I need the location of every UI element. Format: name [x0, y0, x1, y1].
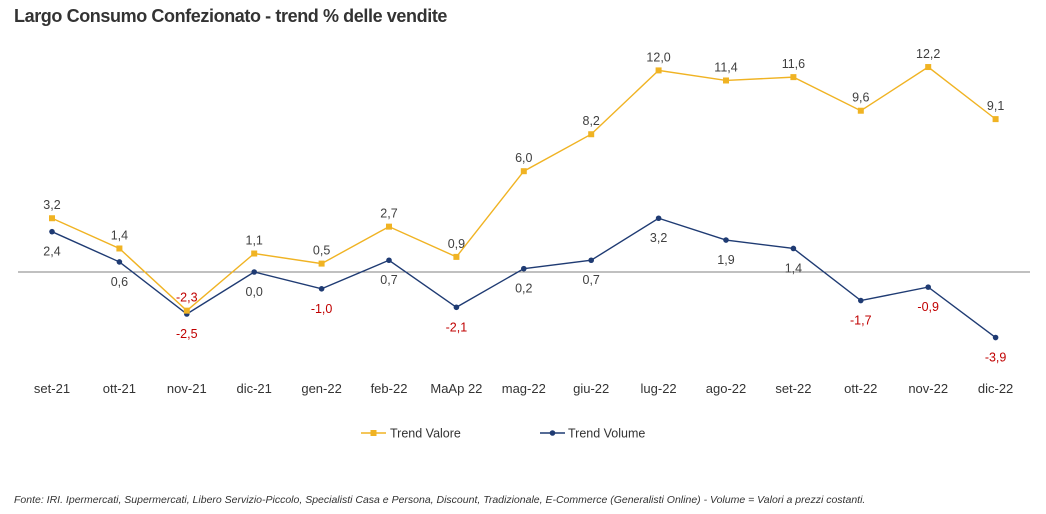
trend-volume-data-label: -3,9 [985, 351, 1007, 365]
trend-volume-data-label: 0,7 [380, 273, 397, 287]
trend-valore-data-label: 2,7 [380, 207, 397, 221]
x-tick-label: gen-22 [301, 381, 341, 396]
legend-valore-label: Trend Valore [390, 427, 461, 441]
trend-volume-data-label: 1,4 [785, 261, 802, 275]
trend-volume-data-label: 0,2 [515, 282, 532, 296]
trend-volume-point [318, 286, 325, 292]
legend-volume-label: Trend Volume [568, 427, 645, 441]
trend-valore-point [925, 64, 932, 71]
data-labels: 3,2 1,4 -2,3 1,1 0,5 2,7 0,9 6,0 8,2 12,0 11,4 11,6… [43, 47, 1006, 364]
trend-valore-data-label: 1,4 [111, 228, 128, 242]
trend-volume-point [992, 334, 999, 341]
trend-volume-data-label: 0,7 [583, 273, 600, 287]
trend-volume-point [251, 269, 257, 275]
trend-valore-point [723, 77, 729, 84]
trend-volume-point [49, 228, 55, 235]
trend-volume-data-label: 1,9 [717, 253, 734, 267]
trend-valore-data-label: 12,2 [916, 47, 940, 61]
trend-valore-data-label: 0,5 [313, 244, 330, 258]
trend-valore-point [251, 250, 258, 257]
series-trend-volume [49, 215, 999, 341]
chart-title: Largo Consumo Confezionato - trend % del… [14, 6, 448, 26]
trend-volume-point [386, 257, 392, 264]
trend-volume-point [588, 257, 594, 264]
trend-valore-point [183, 307, 190, 314]
x-tick-label: set-21 [34, 381, 70, 396]
trend-volume-data-label: -2,1 [446, 320, 468, 334]
trend-volume-data-label: -1,0 [311, 302, 333, 316]
source-footnote: Fonte: IRI. Ipermercati, Supermercati, L… [14, 494, 866, 506]
x-tick-label: lug-22 [641, 381, 677, 396]
x-tick-label: ott-21 [103, 381, 136, 396]
trend-valore-point [49, 215, 55, 222]
trend-valore-data-label: 11,4 [714, 60, 737, 74]
x-tick-label: ott-22 [844, 381, 877, 396]
trend-valore-point [453, 253, 460, 260]
line-chart: 3,2 1,4 -2,3 1,1 0,5 2,7 0,9 6,0 8,2 12,0 11,4 11,6… [18, 47, 1030, 441]
trend-volume-data-label: -0,9 [917, 300, 939, 314]
x-tick-label: MaAp 22 [430, 381, 482, 396]
trend-valore-point [520, 168, 527, 175]
trend-volume-data-label: 2,4 [43, 245, 60, 259]
trend-valore-data-label: 12,0 [646, 50, 670, 64]
trend-volume-point [521, 265, 527, 272]
x-tick-label: ago-22 [706, 381, 746, 396]
trend-valore-data-label: 9,6 [852, 91, 869, 105]
trend-valore-data-label: 9,1 [987, 99, 1004, 113]
x-tick-label: feb-22 [371, 381, 408, 396]
trend-valore-data-label: -2,3 [176, 291, 198, 305]
x-tick-label: set-22 [775, 381, 811, 396]
series-trend-valore [49, 64, 999, 314]
trend-volume-point [925, 284, 931, 290]
trend-volume-data-label: 3,2 [650, 231, 667, 245]
trend-valore-data-label: 0,9 [448, 237, 465, 251]
x-tick-label: dic-21 [236, 381, 271, 396]
trend-volume-point [723, 237, 729, 243]
trend-valore-point [790, 74, 797, 81]
trend-volume-data-label: -1,7 [850, 314, 872, 328]
trend-valore-point [857, 107, 864, 114]
trend-valore-point [655, 67, 662, 74]
x-tick-label: giu-22 [573, 381, 609, 396]
trend-volume-data-label: 0,0 [246, 285, 263, 299]
trend-volume-point [858, 297, 864, 304]
legend-volume-marker [549, 430, 556, 436]
trend-valore-data-label: 1,1 [246, 234, 263, 248]
trend-valore-point [992, 116, 999, 123]
trend-valore-data-label: 8,2 [583, 114, 600, 128]
trend-volume-point [790, 245, 797, 252]
x-tick-label: nov-21 [167, 381, 207, 396]
trend-valore-point [386, 223, 392, 230]
x-tick-label: mag-22 [502, 381, 546, 396]
trend-valore-point [116, 245, 123, 252]
x-axis-tick-labels: set-21 ott-21 nov-21 dic-21 gen-22 feb-22 MaAp… [34, 381, 1013, 396]
x-tick-label: nov-22 [908, 381, 948, 396]
legend-valore-marker [370, 430, 377, 436]
trend-valore-point [588, 131, 595, 138]
trend-volume-point [655, 215, 662, 222]
legend-item-trend-volume: Trend Volume [540, 427, 645, 441]
trend-volume-point [116, 259, 123, 265]
x-tick-label: dic-22 [978, 381, 1013, 396]
trend-volume-data-label: 0,6 [111, 275, 128, 289]
trend-valore-point [318, 260, 325, 267]
trend-valore-data-label: 6,0 [515, 151, 532, 165]
trend-volume-point [453, 304, 460, 311]
legend: Trend Valore Trend Volume [361, 427, 645, 441]
trend-valore-data-label: 11,6 [782, 57, 805, 71]
trend-volume-data-label: -2,5 [176, 327, 198, 341]
trend-valore-data-label: 3,2 [43, 198, 60, 212]
legend-item-trend-valore: Trend Valore [361, 427, 461, 441]
